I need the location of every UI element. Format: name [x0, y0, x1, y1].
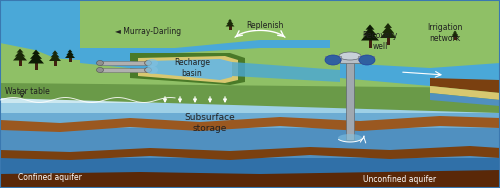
Polygon shape [80, 56, 148, 70]
Polygon shape [13, 53, 27, 61]
Polygon shape [32, 50, 40, 54]
Bar [358, 56, 374, 60]
Polygon shape [30, 52, 42, 59]
Text: Recharge
basin: Recharge basin [174, 58, 210, 78]
Text: ◄ Murray-Darling: ◄ Murray-Darling [115, 27, 181, 36]
Polygon shape [430, 93, 500, 106]
Polygon shape [55, 46, 175, 63]
Polygon shape [50, 52, 59, 57]
Bar [454, 36, 456, 40]
Polygon shape [175, 40, 330, 58]
Polygon shape [52, 50, 58, 54]
Polygon shape [148, 59, 232, 80]
Polygon shape [68, 49, 72, 52]
Polygon shape [451, 33, 459, 37]
Polygon shape [228, 19, 232, 21]
Bar [386, 37, 390, 45]
Ellipse shape [359, 55, 375, 65]
Text: Confined aquifer: Confined aquifer [18, 174, 82, 183]
Polygon shape [100, 68, 148, 72]
Polygon shape [66, 51, 74, 55]
Polygon shape [232, 62, 340, 82]
Polygon shape [16, 49, 24, 53]
Bar [325, 56, 341, 60]
Polygon shape [0, 0, 80, 60]
Polygon shape [0, 83, 500, 113]
Polygon shape [382, 26, 394, 33]
Polygon shape [430, 78, 500, 93]
Polygon shape [226, 20, 234, 24]
Text: Water table: Water table [5, 87, 50, 96]
Text: Replenish: Replenish [246, 21, 284, 30]
Polygon shape [0, 103, 500, 128]
Bar [68, 57, 71, 62]
Polygon shape [0, 170, 500, 188]
Polygon shape [0, 146, 500, 160]
Polygon shape [130, 53, 245, 85]
Polygon shape [15, 51, 25, 57]
Polygon shape [340, 63, 500, 86]
Ellipse shape [146, 66, 158, 74]
Polygon shape [49, 54, 61, 61]
Bar [54, 60, 56, 66]
Polygon shape [453, 31, 457, 33]
Ellipse shape [144, 61, 152, 65]
Bar [340, 57, 360, 63]
Ellipse shape [144, 67, 152, 73]
Bar [34, 62, 37, 70]
Ellipse shape [96, 61, 103, 65]
Polygon shape [380, 28, 396, 38]
Polygon shape [361, 30, 379, 40]
Text: Subsurface
storage: Subsurface storage [184, 113, 236, 133]
Polygon shape [0, 116, 500, 132]
Polygon shape [363, 27, 377, 35]
Text: Recovery
well: Recovery well [362, 31, 398, 51]
Bar [18, 59, 22, 66]
Ellipse shape [338, 134, 362, 142]
Ellipse shape [325, 55, 341, 65]
Polygon shape [452, 32, 458, 35]
Polygon shape [28, 54, 44, 64]
Text: Irrigation
network: Irrigation network [428, 23, 462, 43]
Ellipse shape [339, 52, 361, 60]
Bar [346, 60, 354, 140]
Ellipse shape [146, 59, 158, 67]
Polygon shape [65, 52, 75, 58]
Polygon shape [384, 23, 392, 28]
Polygon shape [0, 113, 500, 158]
Polygon shape [366, 24, 374, 30]
Polygon shape [226, 22, 234, 27]
Polygon shape [430, 86, 500, 100]
Bar [368, 39, 372, 48]
Polygon shape [0, 133, 500, 188]
Ellipse shape [96, 67, 103, 73]
Bar [228, 26, 232, 30]
Polygon shape [0, 0, 500, 100]
Polygon shape [100, 61, 148, 65]
Polygon shape [138, 56, 238, 83]
Text: Unconfined aquifer: Unconfined aquifer [364, 176, 436, 184]
